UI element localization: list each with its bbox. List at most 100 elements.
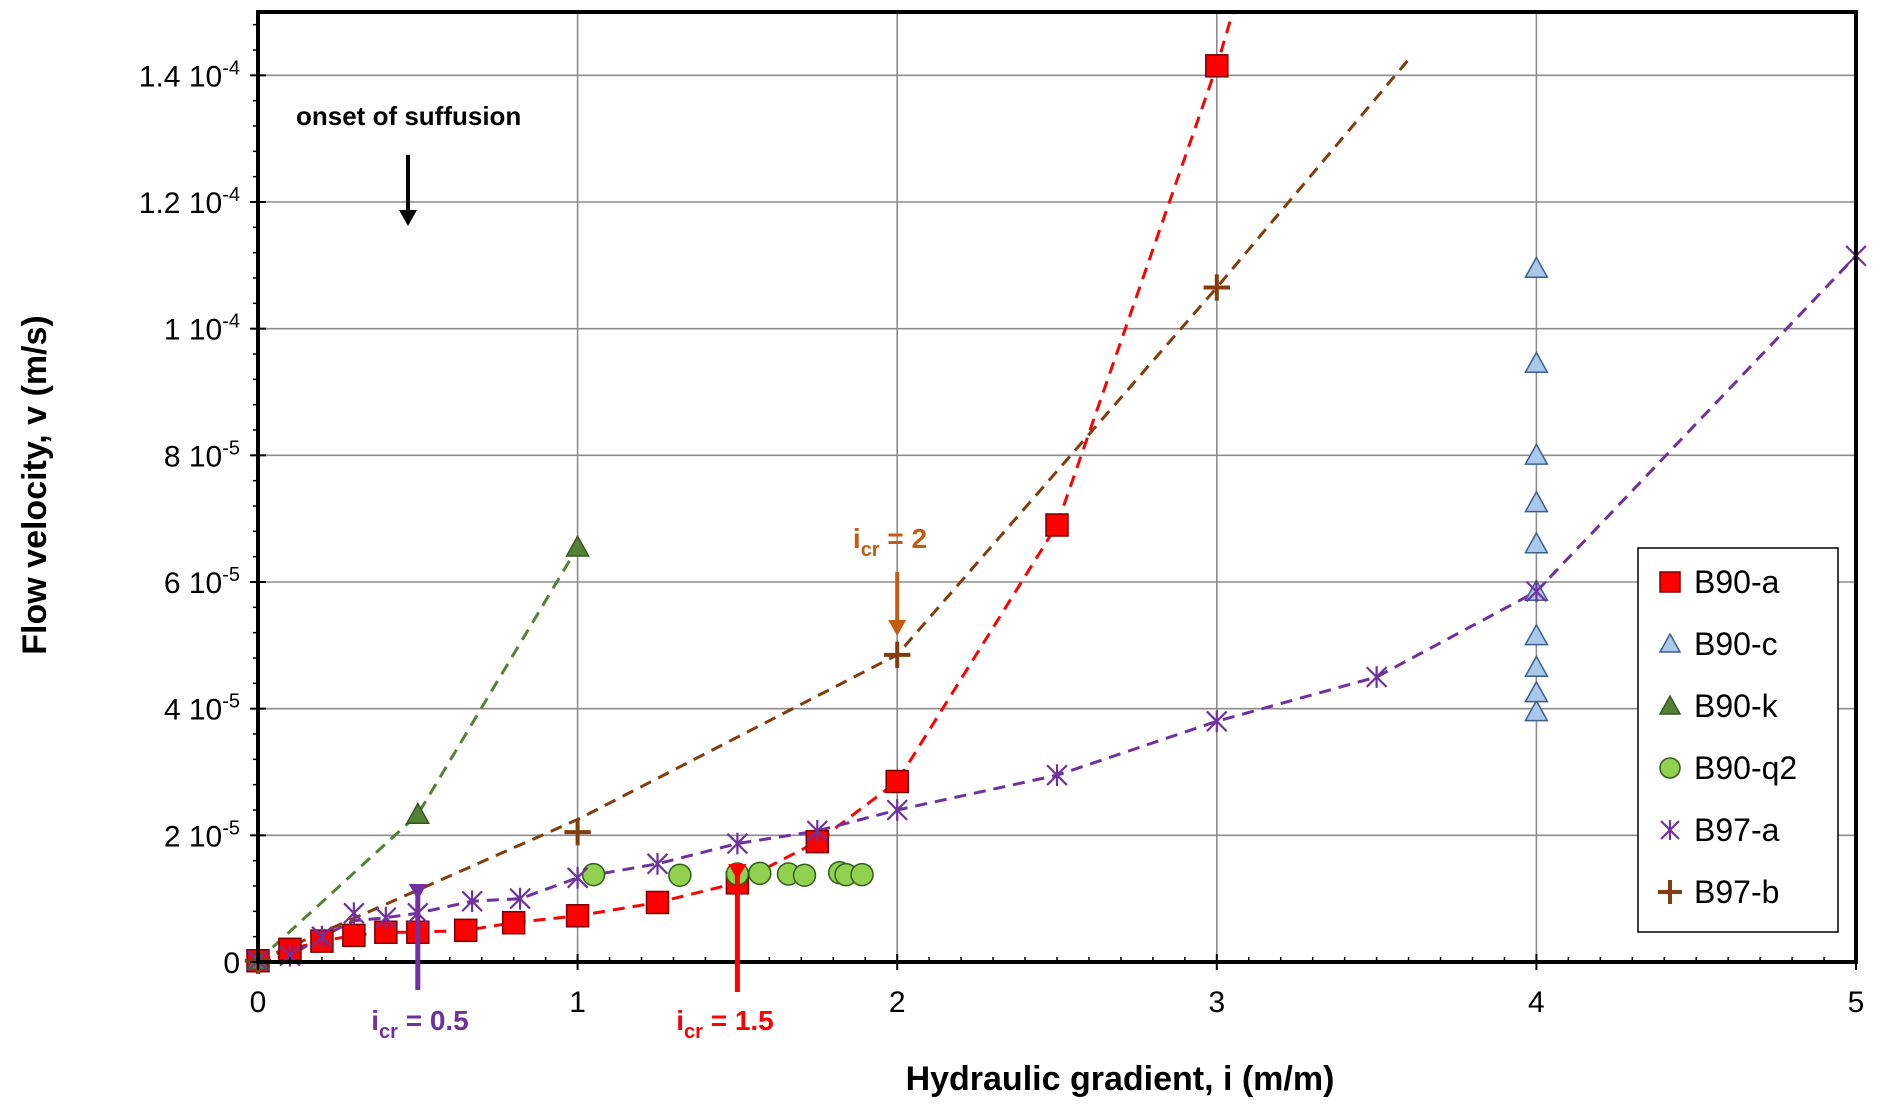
data-point-b90-k — [565, 534, 590, 557]
y-tick-label: 0 — [223, 947, 240, 980]
legend-item-b97-a: B97-a — [1660, 812, 1780, 848]
legend-marker — [1658, 632, 1682, 653]
data-point-b97-b — [884, 641, 911, 669]
data-point-b90-q2 — [792, 863, 817, 887]
trend-line-b97-a — [257, 254, 1858, 963]
onset-arrow — [399, 155, 417, 226]
icr-1-5-arrow-head — [728, 864, 747, 880]
trend-lines — [256, 11, 1858, 963]
y-tick-label: 4 10-5 — [164, 691, 240, 727]
legend-label: B97-b — [1694, 874, 1779, 910]
legend-marker — [1659, 757, 1681, 779]
data-point-b97-a — [1046, 764, 1068, 787]
legend-label: B90-c — [1694, 626, 1778, 662]
legend: B90-a B90-c B90-k B90-q2 B97-a B97-b — [1637, 547, 1839, 933]
legend-item-b90-q2: B90-q2 — [1659, 750, 1797, 786]
data-point-b97-a — [646, 852, 669, 875]
y-axis-title: Flow velocity, v (m/s) — [16, 315, 54, 654]
data-point-b90-a — [565, 904, 590, 928]
legend-label: B97-a — [1694, 812, 1780, 848]
data-point-b90-c — [1524, 350, 1549, 374]
series-b97-a — [247, 244, 1867, 972]
data-point-b90-q2 — [668, 863, 692, 887]
annotation-icr-2-label: icr = 2 — [853, 523, 927, 561]
legend-label: B90-k — [1694, 688, 1779, 724]
data-point-b97-a — [566, 866, 589, 889]
legend-label: B90-a — [1694, 564, 1780, 600]
data-point-b90-a — [1045, 513, 1069, 537]
data-point-b97-a — [375, 906, 397, 929]
data-point-b97-a — [806, 820, 828, 842]
data-point-b90-q2 — [748, 861, 772, 886]
legend-item-b90-a: B90-a — [1659, 564, 1780, 600]
y-tick-label: 1.2 10-4 — [139, 184, 240, 220]
icr-0-5-arrow-head — [408, 884, 427, 900]
data-point-b97-a — [461, 890, 483, 913]
data-point-b90-c — [1524, 699, 1549, 722]
legend-marker — [1658, 694, 1682, 715]
data-point-b97-a — [343, 902, 365, 925]
y-tick-label: 1.4 10-4 — [139, 57, 240, 93]
data-point-b90-c — [1524, 490, 1549, 513]
data-point-b97-a — [311, 925, 333, 948]
data-point-b97-b — [1203, 274, 1230, 301]
legend-box — [1637, 547, 1839, 933]
data-point-b90-q2 — [850, 862, 874, 887]
trend-line-b90-a — [257, 11, 1235, 963]
legend-marker — [1659, 571, 1681, 593]
data-point-b90-a — [501, 910, 526, 935]
data-markers — [244, 54, 1867, 974]
x-tick-label: 0 — [250, 986, 267, 1019]
data-point-b97-a — [726, 832, 749, 855]
trend-line-b97-b — [257, 58, 1410, 963]
data-point-b90-k — [405, 801, 431, 824]
data-point-b90-c — [1524, 255, 1549, 279]
data-point-b90-c — [1524, 654, 1549, 678]
annotation-icr-1-5-label: icr = 1.5 — [676, 1005, 774, 1043]
icr-2-arrow-head — [888, 620, 907, 636]
x-tick-label: 1 — [569, 986, 586, 1019]
x-tick-label: 2 — [889, 986, 906, 1019]
data-point-b97-a — [886, 799, 908, 821]
x-tick-label: 3 — [1208, 986, 1225, 1019]
x-axis-title: Hydraulic gradient, i (m/m) — [906, 1060, 1335, 1098]
x-tick-label: 4 — [1528, 986, 1545, 1019]
icr-2-arrow — [888, 572, 907, 636]
data-point-b97-a — [1525, 580, 1548, 603]
y-tick-label: 6 10-5 — [164, 564, 240, 600]
y-tick-label: 2 10-5 — [164, 817, 240, 853]
legend-item-b90-k: B90-k — [1658, 688, 1779, 724]
icr-1-5-arrow — [728, 864, 747, 992]
y-tick-label: 8 10-5 — [164, 437, 240, 473]
data-point-b90-a — [1205, 54, 1229, 78]
x-tick-label: 5 — [1848, 986, 1865, 1019]
data-point-b90-a — [453, 918, 478, 943]
data-point-b90-a — [885, 769, 909, 794]
data-point-b90-c — [1524, 623, 1549, 646]
data-point-b97-a — [1206, 710, 1228, 733]
data-point-b90-c — [1524, 442, 1549, 465]
icr-0-5-arrow — [408, 884, 427, 990]
data-point-b97-a — [1365, 666, 1388, 688]
trend-line-b90-k — [256, 546, 579, 962]
annotation-onset-of-suffusion: onset of suffusion — [296, 101, 521, 131]
data-point-b90-a — [342, 923, 366, 948]
legend-marker — [1660, 820, 1680, 840]
legend-label: B90-q2 — [1694, 750, 1797, 786]
legend-marker — [1658, 880, 1682, 904]
axis-ticks: 0 1 2 3 4 5 0 2 10-5 4 10-5 6 10-5 8 10-5 1 10-4 1.2… — [139, 23, 1865, 1019]
data-point-b90-a — [645, 890, 670, 915]
data-point-b97-b — [564, 818, 591, 846]
annotation-icr-0-5-label: icr = 0.5 — [371, 1005, 469, 1043]
annotations: onset of suffusion icr = 0.5 icr = 1.5 icr … — [296, 101, 927, 1043]
onset-arrow-head — [399, 210, 417, 226]
legend-item-b90-c: B90-c — [1658, 626, 1778, 662]
grid-lines — [258, 12, 1856, 962]
y-tick-label: 1 10-4 — [164, 311, 240, 347]
plot-frame — [256, 10, 1858, 964]
data-point-b97-a — [509, 887, 531, 910]
data-point-b90-q2 — [581, 862, 606, 887]
data-point-b90-c — [1524, 531, 1549, 554]
